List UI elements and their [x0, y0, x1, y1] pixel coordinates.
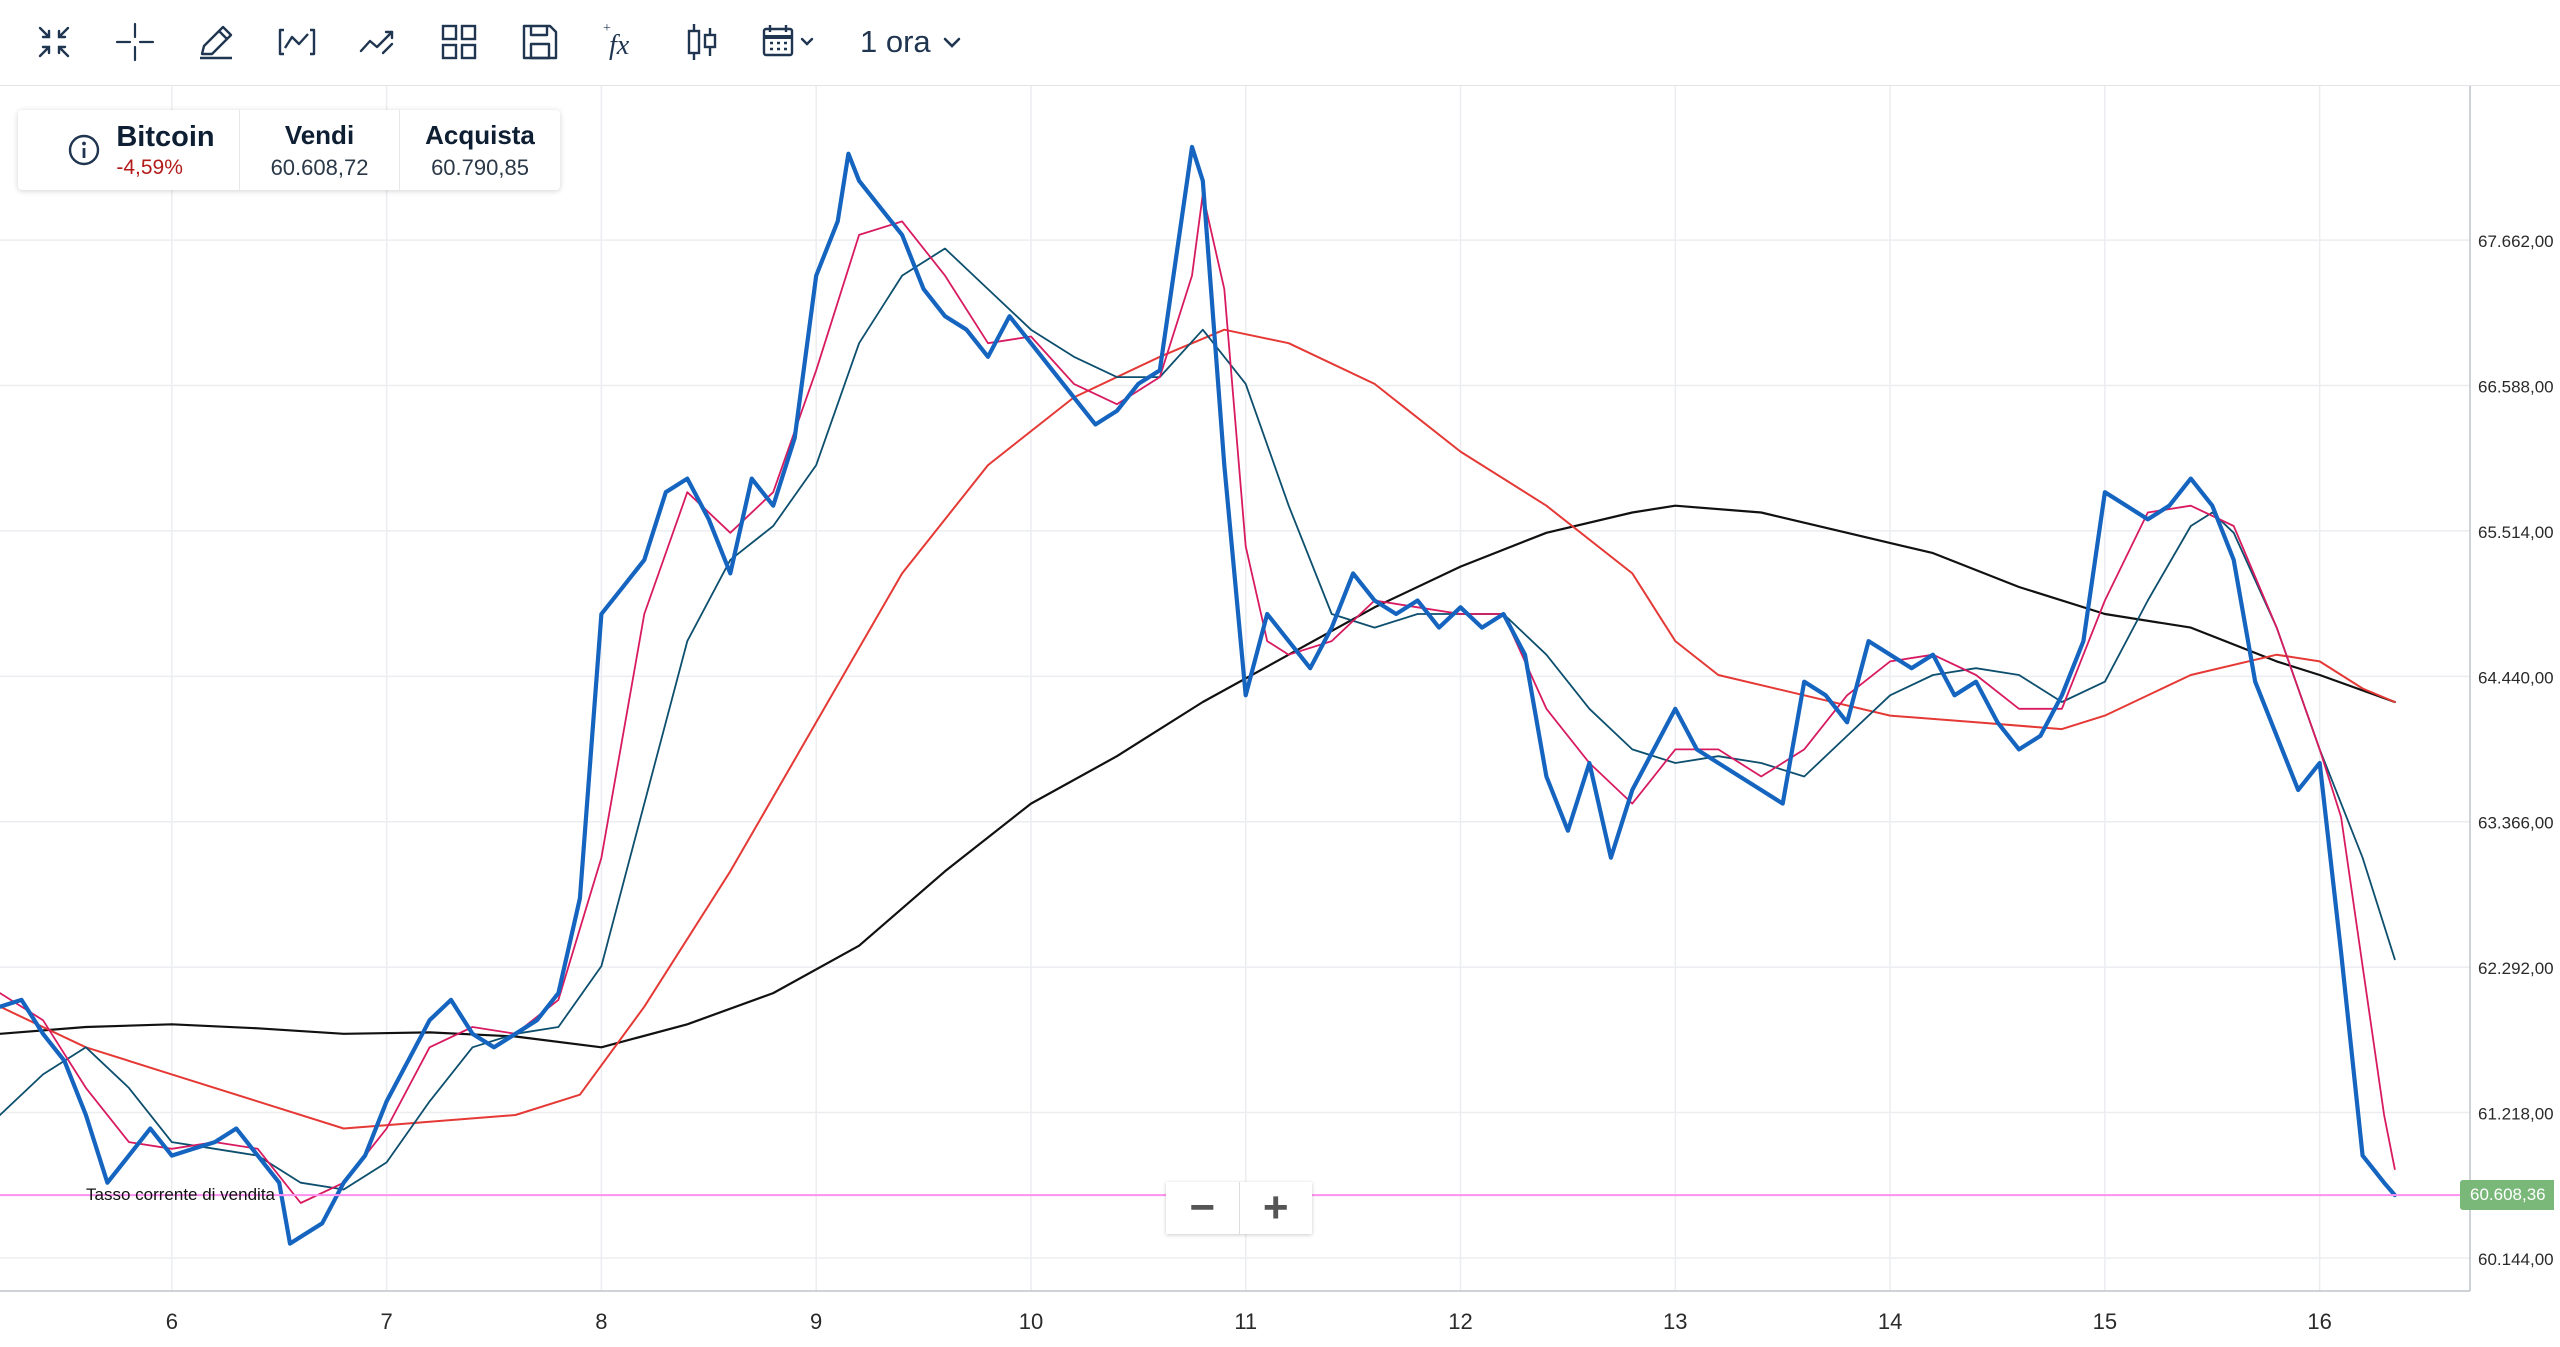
- sell-button[interactable]: Vendi 60.608,72: [240, 110, 400, 190]
- zoom-control: − +: [1166, 1182, 1312, 1234]
- y-tick-label: 66.588,00: [2478, 377, 2554, 396]
- sell-value: 60.608,72: [270, 154, 369, 180]
- y-tick-label: 64.440,00: [2478, 668, 2554, 687]
- x-tick-label: 11: [1234, 1309, 1257, 1334]
- buy-button[interactable]: Acquista 60.790,85: [400, 110, 560, 190]
- x-tick-label: 12: [1448, 1309, 1472, 1334]
- series-sma-long-line: [0, 504, 2396, 1049]
- function-icon[interactable]: + fx: [593, 14, 649, 70]
- x-tick-label: 6: [166, 1309, 178, 1334]
- x-tick-label: 9: [810, 1309, 822, 1334]
- instrument-change: -4,59%: [116, 155, 183, 179]
- instrument-summary[interactable]: Bitcoin -4,59%: [18, 110, 240, 190]
- price-chart[interactable]: 6 7 8 9 10 11 12 13 14 15 16 67.662,00 66.588,00 65.…: [0, 86, 2560, 1347]
- series-ema-mid-line: [0, 247, 2396, 1191]
- calendar-icon[interactable]: [755, 14, 825, 70]
- y-tick-label: 63.366,00: [2478, 814, 2554, 833]
- x-tick-label: 7: [380, 1309, 392, 1334]
- y-tick-label: 65.514,00: [2478, 523, 2554, 542]
- y-tick-label: 67.662,00: [2478, 232, 2554, 251]
- candlestick-icon[interactable]: [674, 14, 730, 70]
- x-tick-label: 8: [595, 1309, 607, 1334]
- series-ema-short-line: [0, 193, 2396, 1204]
- series-layer: [0, 144, 2470, 1246]
- collapse-icon[interactable]: [26, 14, 82, 70]
- y-tick-label: 62.292,00: [2478, 959, 2554, 978]
- series-ema-long-line: [0, 328, 2396, 1130]
- y-tick-label: 60.144,00: [2478, 1250, 2554, 1269]
- buy-label: Acquista: [425, 119, 535, 150]
- y-tick-label: 61.218,00: [2478, 1105, 2554, 1124]
- series-price-line: [0, 144, 2397, 1246]
- y-axis: 67.662,00 66.588,00 65.514,00 64.440,00 63.3…: [2469, 86, 2554, 1291]
- current-rate-label: Tasso corrente di vendita: [86, 1185, 275, 1204]
- x-tick-label: 16: [2307, 1309, 2331, 1334]
- indicators-icon[interactable]: [350, 14, 406, 70]
- x-tick-label: 15: [2093, 1309, 2117, 1334]
- x-tick-label: 13: [1663, 1309, 1687, 1334]
- toolbar: + fx 1 ora: [0, 0, 2560, 86]
- timeframe-dropdown[interactable]: 1 ora: [860, 16, 963, 68]
- chart-area[interactable]: 6 7 8 9 10 11 12 13 14 15 16 67.662,00 66.588,00 65.…: [0, 86, 2560, 1347]
- grid: [0, 86, 2470, 1291]
- save-icon[interactable]: [512, 14, 568, 70]
- x-tick-label: 14: [1878, 1309, 1902, 1334]
- instrument-info-card: Bitcoin -4,59% Vendi 60.608,72 Acquista …: [18, 110, 560, 190]
- layout-icon[interactable]: [431, 14, 487, 70]
- zoom-out-button[interactable]: −: [1166, 1182, 1240, 1234]
- sell-label: Vendi: [284, 119, 355, 150]
- crosshair-icon[interactable]: [107, 14, 163, 70]
- x-tick-label: 10: [1019, 1309, 1043, 1334]
- chevron-down-icon: [943, 37, 960, 48]
- instrument-name: Bitcoin: [116, 120, 215, 153]
- chart-type-icon[interactable]: [269, 14, 325, 70]
- pencil-icon[interactable]: [188, 14, 244, 70]
- x-axis: 6 7 8 9 10 11 12 13 14 15 16: [0, 1290, 2470, 1334]
- timeframe-label: 1 ora: [860, 24, 931, 59]
- info-icon[interactable]: [66, 132, 102, 168]
- svg-text:+: +: [603, 21, 611, 36]
- current-price-badge: 60.608,36: [2460, 1180, 2554, 1211]
- svg-text:fx: fx: [609, 30, 630, 61]
- buy-value: 60.790,85: [431, 154, 529, 180]
- zoom-in-button[interactable]: +: [1262, 1183, 1289, 1232]
